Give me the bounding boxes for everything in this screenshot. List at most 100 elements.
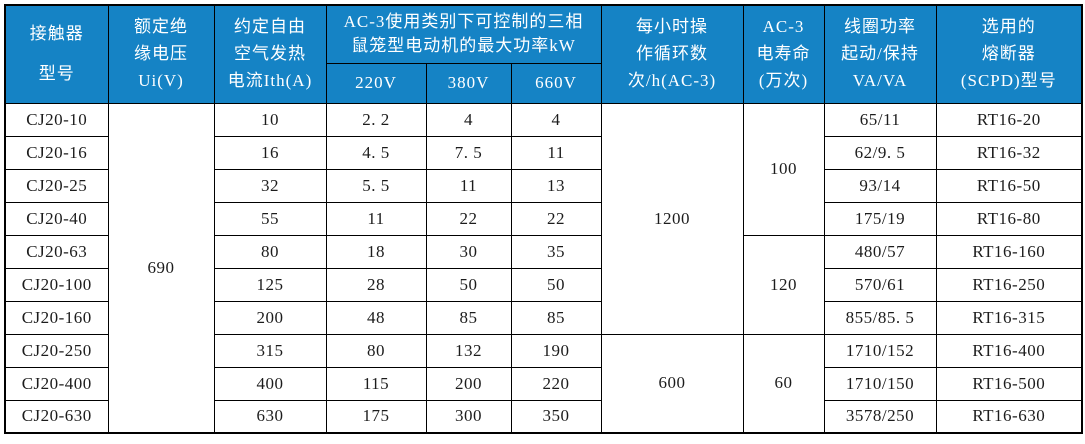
cell-p220: 4. 5 xyxy=(325,135,427,170)
cell-p380: 85 xyxy=(425,300,512,335)
header-line: 起动/保持 xyxy=(841,43,919,63)
cell-coil: 93/14 xyxy=(823,168,937,203)
cell-p660: 35 xyxy=(510,234,602,269)
cell-p380: 300 xyxy=(425,399,512,434)
cell-fuse: RT16-80 xyxy=(935,201,1083,236)
header-220v: 220V xyxy=(325,62,427,104)
cell-coil: 480/57 xyxy=(823,234,937,269)
cell-p220: 2. 2 xyxy=(325,102,427,137)
cell-ith: 200 xyxy=(213,300,327,335)
header-line: 约定自由 xyxy=(234,16,306,36)
cell-p660: 50 xyxy=(510,267,602,302)
cell-p380: 200 xyxy=(425,366,512,401)
cell-model: CJ20-400 xyxy=(4,366,109,401)
header-thermal-current: 约定自由 空气发热 电流Ith(A) xyxy=(213,4,327,104)
header-line: 鼠笼型电动机的最大功率kW xyxy=(351,36,576,56)
cell-life-120: 120 xyxy=(742,234,825,335)
cell-model: CJ20-160 xyxy=(4,300,109,335)
cell-cycles-high: 1200 xyxy=(600,102,744,335)
header-model: 接触器 型号 xyxy=(4,4,109,104)
table-row: CJ20-100 125 28 50 50 570/61 RT16-250 xyxy=(4,267,1083,302)
cell-p660: 4 xyxy=(510,102,602,137)
cell-p220: 18 xyxy=(325,234,427,269)
cell-ith: 400 xyxy=(213,366,327,401)
cell-p380: 50 xyxy=(425,267,512,302)
cell-fuse: RT16-32 xyxy=(935,135,1083,170)
cell-p660: 85 xyxy=(510,300,602,335)
header-line: VA/VA xyxy=(852,70,908,90)
cell-fuse: RT16-400 xyxy=(935,333,1083,368)
cell-model: CJ20-100 xyxy=(4,267,109,302)
table-row: CJ20-400 400 115 200 220 1710/150 RT16-5… xyxy=(4,366,1083,401)
cell-fuse: RT16-160 xyxy=(935,234,1083,269)
cell-p220: 175 xyxy=(325,399,427,434)
cell-p380: 7. 5 xyxy=(425,135,512,170)
header-ac3-power-group: AC-3使用类别下可控制的三相 鼠笼型电动机的最大功率kW xyxy=(325,4,602,64)
cell-cycles-low: 600 xyxy=(600,333,744,434)
cell-model: CJ20-16 xyxy=(4,135,109,170)
header-insulation-voltage: 额定绝 缘电压 Ui(V) xyxy=(107,4,215,104)
cell-p220: 28 xyxy=(325,267,427,302)
header-row-top: 接触器 型号 额定绝 缘电压 Ui(V) 约定自由 空气发热 电流Ith(A) … xyxy=(4,4,1083,104)
cell-ith: 16 xyxy=(213,135,327,170)
cell-ith: 10 xyxy=(213,102,327,137)
cell-ith: 80 xyxy=(213,234,327,269)
cell-insulation-voltage: 690 xyxy=(107,102,215,434)
header-line: (SCPD)型号 xyxy=(960,70,1057,90)
header-line: 电寿命 xyxy=(756,43,811,63)
cell-p220: 5. 5 xyxy=(325,168,427,203)
header-line: (万次) xyxy=(758,70,809,90)
table-row: CJ20-16 16 4. 5 7. 5 11 62/9. 5 RT16-32 xyxy=(4,135,1083,170)
cell-coil: 175/19 xyxy=(823,201,937,236)
header-line: AC-3 xyxy=(762,16,805,36)
cell-p660: 22 xyxy=(510,201,602,236)
header-line: 熔断器 xyxy=(981,43,1036,63)
cell-model: CJ20-25 xyxy=(4,168,109,203)
header-line: AC-3使用类别下可控制的三相 xyxy=(343,11,584,31)
table-row: CJ20-630 630 175 300 350 3578/250 RT16-6… xyxy=(4,399,1083,434)
cell-model: CJ20-630 xyxy=(4,399,109,434)
cell-p380: 11 xyxy=(425,168,512,203)
cell-coil: 570/61 xyxy=(823,267,937,302)
cell-p380: 4 xyxy=(425,102,512,137)
cell-fuse: RT16-20 xyxy=(935,102,1083,137)
header-line: 缘电压 xyxy=(134,43,188,63)
cell-ith: 32 xyxy=(213,168,327,203)
cell-p220: 11 xyxy=(325,201,427,236)
cell-ith: 630 xyxy=(213,399,327,434)
cell-p660: 220 xyxy=(510,366,602,401)
cell-ith: 55 xyxy=(213,201,327,236)
cell-p220: 80 xyxy=(325,333,427,368)
cell-fuse: RT16-250 xyxy=(935,267,1083,302)
header-line: 额定绝 xyxy=(134,16,188,36)
cell-p660: 11 xyxy=(510,135,602,170)
header-line: 线圈功率 xyxy=(844,16,917,36)
header-electrical-life: AC-3 电寿命 (万次) xyxy=(742,4,825,104)
cell-ith: 125 xyxy=(213,267,327,302)
header-line: 接触器 xyxy=(29,24,84,44)
table-row: CJ20-250 315 80 132 190 600 60 1710/152 … xyxy=(4,333,1083,434)
cell-p380: 30 xyxy=(425,234,512,269)
cell-p380: 132 xyxy=(425,333,512,368)
cell-life-100: 100 xyxy=(742,102,825,236)
cell-coil: 65/11 xyxy=(823,102,937,137)
cell-p660: 350 xyxy=(510,399,602,434)
cell-fuse: RT16-630 xyxy=(935,399,1083,434)
header-380v: 380V xyxy=(425,62,512,104)
header-line: 次/h(AC-3) xyxy=(627,70,717,90)
cell-coil: 62/9. 5 xyxy=(823,135,937,170)
header-fuse-type: 选用的 熔断器 (SCPD)型号 xyxy=(935,4,1083,104)
header-line: 作循环数 xyxy=(636,43,709,63)
contactor-spec-table: 接触器 型号 额定绝 缘电压 Ui(V) 约定自由 空气发热 电流Ith(A) … xyxy=(4,4,1084,434)
table-row: CJ20-25 32 5. 5 11 13 93/14 RT16-50 xyxy=(4,168,1083,203)
header-line: 每小时操 xyxy=(636,16,709,36)
cell-model: CJ20-10 xyxy=(4,102,109,137)
cell-p220: 48 xyxy=(325,300,427,335)
cell-coil: 855/85. 5 xyxy=(823,300,937,335)
header-line: 选用的 xyxy=(981,16,1036,36)
cell-ith: 315 xyxy=(213,333,327,368)
header-row-sub: 220V 380V 660V xyxy=(5,62,1082,104)
cell-fuse: RT16-315 xyxy=(935,300,1083,335)
cell-model: CJ20-250 xyxy=(4,333,109,368)
cell-p220: 115 xyxy=(325,366,427,401)
